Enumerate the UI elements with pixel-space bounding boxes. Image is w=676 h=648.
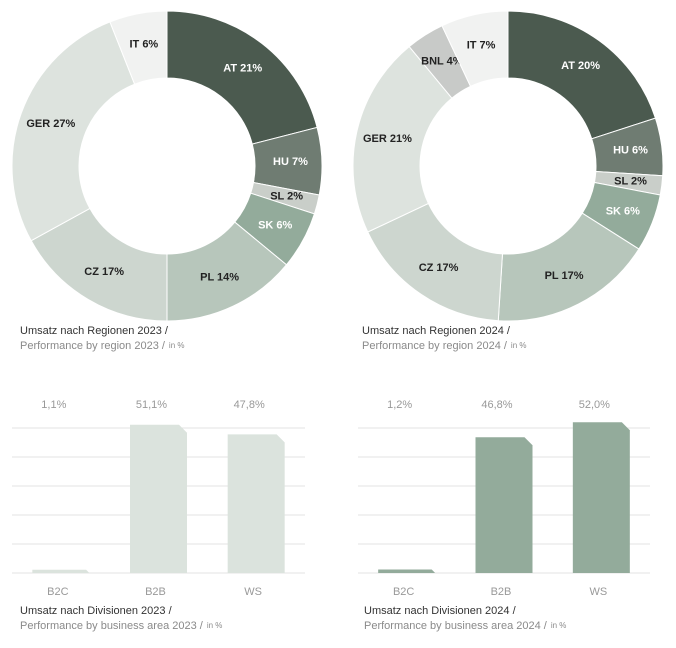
- slice-label: AT 20%: [561, 60, 600, 72]
- slice-label: IT 6%: [129, 39, 158, 51]
- chart-title: Umsatz nach Regionen 2024 /: [362, 325, 511, 337]
- x-tick-label: B2B: [145, 586, 166, 598]
- unit: in %: [169, 341, 185, 350]
- unit: in %: [551, 621, 567, 630]
- chart-title: Umsatz nach Divisionen 2024 /: [364, 605, 517, 617]
- slice-label: AT 21%: [223, 62, 262, 74]
- slice-label: PL 17%: [545, 270, 584, 282]
- donut-slice: [441, 10, 509, 88]
- value-label: 51,1%: [136, 399, 167, 411]
- chart-title: Umsatz nach Divisionen 2023 /: [20, 605, 173, 617]
- bar: [130, 424, 187, 573]
- slice-label: PL 14%: [200, 272, 239, 284]
- subtitle-text: Performance by region 2024 /: [362, 340, 508, 352]
- donut-slice: [507, 10, 657, 140]
- unit: in %: [511, 341, 527, 350]
- slice-label: SK 6%: [258, 219, 292, 231]
- x-tick-label: WS: [244, 586, 262, 598]
- value-label: 52,0%: [579, 399, 610, 411]
- chart-subtitle: Performance by region 2024 /in %: [362, 340, 526, 352]
- x-tick-label: B2B: [491, 586, 512, 598]
- slice-label: CZ 17%: [419, 262, 459, 274]
- x-tick-label: B2C: [393, 586, 414, 598]
- bar: [227, 434, 285, 573]
- bar: [378, 569, 436, 573]
- slice-label: CZ 17%: [84, 266, 124, 278]
- bar: [32, 569, 90, 573]
- slice-label: SK 6%: [606, 205, 640, 217]
- slice-label: IT 7%: [467, 39, 496, 51]
- donut-slice: [109, 10, 168, 85]
- bar: [475, 437, 533, 573]
- chart-subtitle: Performance by region 2023 /in %: [20, 340, 184, 352]
- subtitle-text: Performance by business area 2024 /: [364, 620, 548, 632]
- chart-subtitle: Performance by business area 2024 /in %: [364, 620, 566, 632]
- slice-label: HU 6%: [613, 144, 648, 156]
- subtitle-text: Performance by business area 2023 /: [20, 620, 204, 632]
- value-label: 1,1%: [41, 399, 66, 411]
- bar: [572, 422, 630, 573]
- x-tick-label: WS: [589, 586, 607, 598]
- donut-slice: [11, 21, 136, 242]
- value-label: 1,2%: [387, 399, 412, 411]
- slice-label: GER 21%: [363, 133, 412, 145]
- chart-subtitle: Performance by business area 2023 /in %: [20, 620, 222, 632]
- x-tick-label: B2C: [47, 586, 68, 598]
- slice-label: SL 2%: [270, 191, 303, 203]
- donut-slice: [352, 45, 453, 233]
- slice-label: BNL 4%: [421, 56, 463, 68]
- slice-label: GER 27%: [26, 118, 75, 130]
- donut-slice: [166, 10, 318, 145]
- value-label: 47,8%: [234, 399, 265, 411]
- slice-label: HU 7%: [273, 156, 308, 168]
- slice-label: SL 2%: [614, 175, 647, 187]
- chart-title: Umsatz nach Regionen 2023 /: [20, 325, 169, 337]
- value-label: 46,8%: [481, 399, 512, 411]
- subtitle-text: Performance by region 2023 /: [20, 340, 166, 352]
- unit: in %: [207, 621, 223, 630]
